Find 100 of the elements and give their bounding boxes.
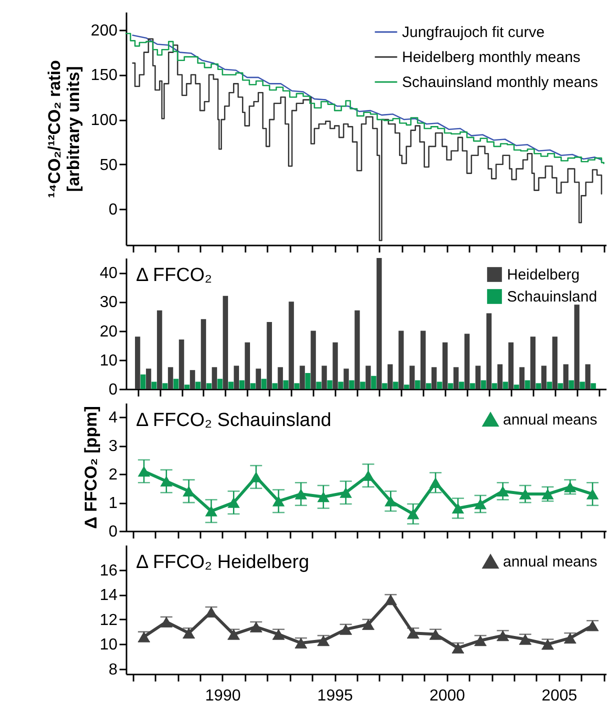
bar — [278, 367, 283, 389]
bar — [310, 330, 316, 389]
bar — [470, 383, 476, 389]
bar — [344, 368, 349, 389]
point — [250, 472, 262, 482]
bar — [541, 366, 546, 389]
bar — [134, 336, 140, 389]
point — [586, 488, 599, 500]
bar — [360, 382, 366, 389]
chart-title: Δ FFCO₂ Heidelberg — [136, 552, 310, 573]
point — [564, 482, 576, 492]
bar — [388, 364, 393, 389]
bar — [322, 366, 327, 389]
bar — [514, 384, 520, 389]
point — [542, 488, 554, 500]
bar — [436, 382, 442, 389]
bar — [426, 383, 432, 389]
bar — [217, 378, 223, 389]
bar — [244, 342, 250, 389]
x-tick-label: 2000 — [429, 688, 466, 704]
point — [452, 502, 464, 514]
point — [228, 497, 240, 508]
bar — [552, 336, 558, 389]
bar — [146, 368, 152, 389]
bar — [480, 380, 486, 389]
bar — [530, 336, 536, 389]
bar — [536, 383, 542, 389]
bar — [349, 380, 354, 389]
bar — [486, 313, 492, 389]
point — [317, 492, 330, 502]
bar — [590, 383, 596, 389]
bar — [222, 296, 228, 389]
bar — [212, 367, 218, 389]
bar — [256, 368, 261, 389]
y-tick-label: 14 — [100, 587, 118, 604]
bar — [266, 322, 272, 389]
y-tick-label: 0 — [108, 382, 118, 398]
y-axis-title: ¹⁴CO₂/¹²CO₂ ratio [arbitrary units] — [44, 60, 83, 198]
point — [340, 487, 352, 498]
y-tick-label: 1 — [108, 495, 118, 512]
bar — [508, 342, 514, 389]
point — [205, 506, 218, 516]
point — [496, 486, 509, 496]
bar — [283, 380, 288, 389]
bar — [184, 384, 190, 389]
bar — [431, 367, 437, 389]
bar — [228, 382, 234, 389]
point — [182, 486, 195, 496]
bar — [168, 367, 174, 389]
bar — [376, 258, 382, 389]
bar — [338, 382, 344, 389]
bar — [585, 364, 590, 389]
bar — [524, 380, 530, 389]
bar — [415, 380, 420, 389]
bar — [366, 366, 371, 389]
bar — [398, 330, 404, 389]
bar — [300, 366, 305, 389]
point — [272, 496, 285, 506]
y-tick-label: 3 — [108, 438, 118, 456]
bar — [546, 382, 552, 389]
bar — [261, 378, 266, 389]
bar — [580, 382, 585, 389]
point — [474, 498, 487, 510]
bar — [442, 342, 448, 389]
bar — [151, 382, 157, 389]
point — [362, 470, 374, 481]
point — [138, 466, 150, 477]
bar — [316, 382, 322, 389]
y-tick-label: 16 — [100, 562, 118, 580]
y-tick-label: 40 — [100, 265, 118, 282]
chart-title: Δ FFCO₂ — [136, 265, 212, 286]
bar — [568, 380, 574, 389]
y-tick-label: 200 — [90, 22, 118, 40]
y-tick-label: 100 — [90, 112, 118, 130]
bar — [497, 364, 503, 389]
y-tick-label: 0 — [108, 202, 118, 219]
bar — [420, 330, 426, 389]
y-tick-label: 30 — [100, 294, 118, 312]
legend-label: Heidelberg — [507, 266, 580, 284]
y-tick-label: 10 — [100, 636, 118, 654]
x-tick-label: 1990 — [205, 688, 241, 704]
bar — [410, 366, 415, 389]
bar — [502, 382, 508, 389]
x-tick-label: 1995 — [317, 688, 353, 704]
bar — [195, 382, 201, 389]
chart-title: Δ FFCO₂ Schauinsland — [136, 410, 332, 431]
bar — [234, 366, 240, 389]
y-tick-label: 50 — [100, 156, 118, 174]
bar — [563, 364, 568, 389]
bar — [332, 342, 338, 389]
bar — [239, 380, 245, 389]
bar — [371, 376, 376, 389]
y-tick-label: 8 — [108, 662, 118, 679]
y-tick-label: 0 — [108, 524, 118, 540]
bar — [305, 372, 310, 389]
bar — [354, 310, 360, 389]
bar — [558, 383, 563, 389]
bar — [173, 378, 179, 389]
y-tick-label: 4 — [108, 410, 118, 427]
bar — [404, 384, 410, 389]
